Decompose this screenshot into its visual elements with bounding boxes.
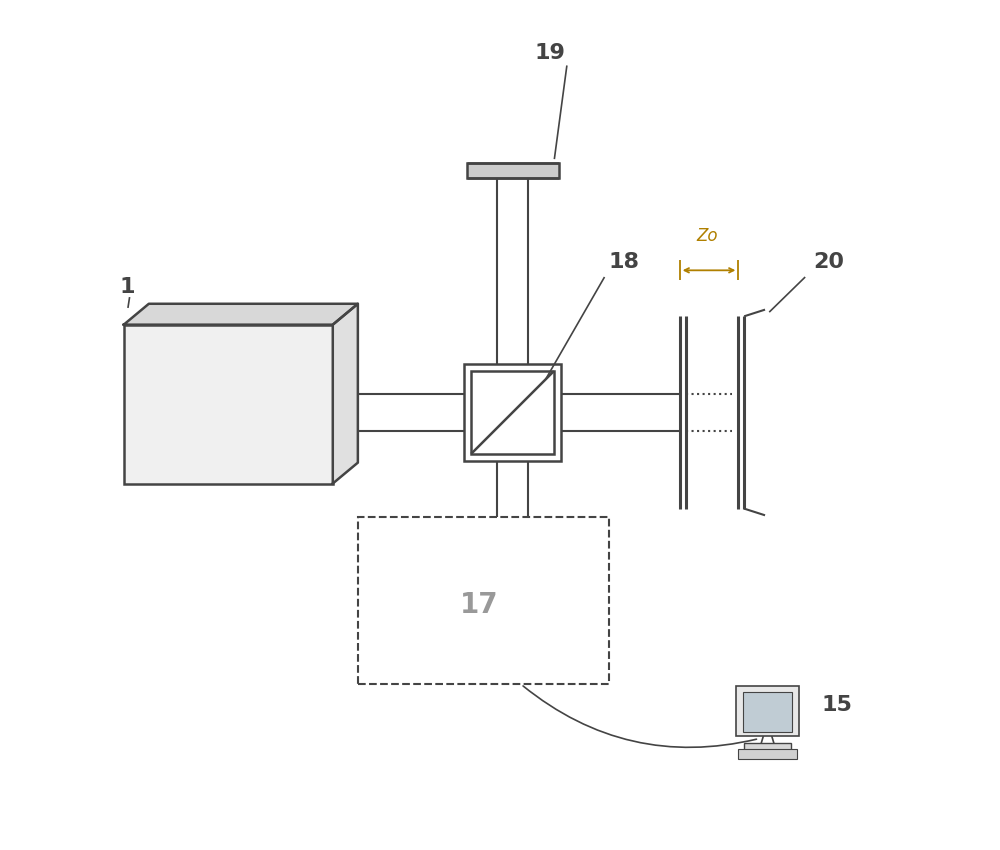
Polygon shape xyxy=(124,303,358,325)
Bar xyxy=(738,750,797,759)
Polygon shape xyxy=(333,303,358,484)
Bar xyxy=(467,163,559,178)
Bar xyxy=(124,325,333,484)
Text: 20: 20 xyxy=(814,252,845,272)
Text: 15: 15 xyxy=(822,695,853,715)
Bar xyxy=(358,517,609,684)
Text: 18: 18 xyxy=(609,252,640,272)
Text: 1: 1 xyxy=(120,277,135,297)
Bar xyxy=(471,371,554,454)
Text: 19: 19 xyxy=(535,43,566,63)
Bar xyxy=(464,365,561,461)
Text: Zo: Zo xyxy=(697,227,718,246)
Bar xyxy=(736,686,799,736)
Bar xyxy=(743,692,792,732)
Text: 17: 17 xyxy=(460,591,498,619)
Bar xyxy=(744,743,791,751)
